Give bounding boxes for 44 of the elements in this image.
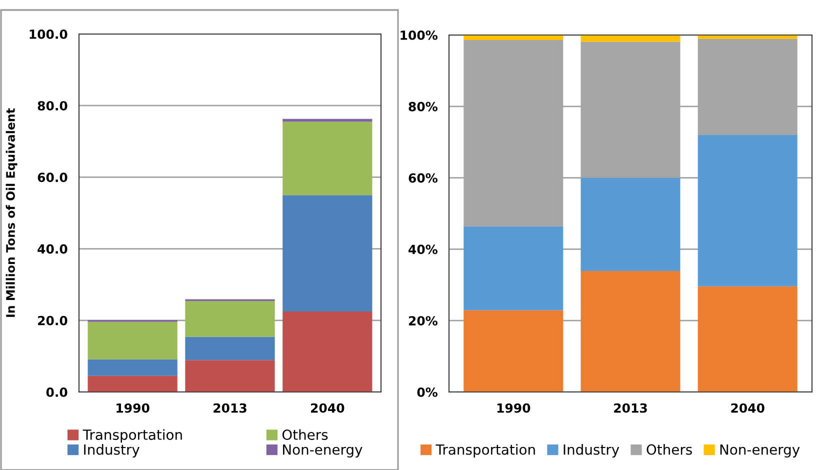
y-tick-label: 40% [408, 244, 438, 254]
bar [580, 178, 680, 271]
y-tick-label: 60.0 [38, 172, 68, 182]
bar [698, 134, 798, 286]
bar [698, 286, 798, 392]
bar [464, 35, 564, 40]
legend-label: Transportation [82, 429, 182, 443]
y-tick-label: 0.0 [46, 387, 68, 397]
y-tick-label: 100.0 [30, 29, 68, 39]
bar [282, 122, 372, 196]
legend-label: Non-energy [283, 444, 362, 458]
y-tick-label: 0% [417, 387, 438, 397]
x-tick-label: 1990 [116, 403, 150, 413]
x-tick-label: 2013 [614, 403, 647, 413]
y-tick-label: 20.0 [38, 316, 68, 326]
y-tick-label: 40.0 [38, 244, 68, 254]
y-tick-label: 100% [400, 30, 438, 40]
legend-label: Others [282, 429, 328, 440]
y-axis-title: In Million Tons of Oil Equivalent [6, 108, 18, 317]
x-tick-label: 2040 [311, 403, 344, 413]
bar [580, 35, 680, 42]
bar [185, 360, 275, 392]
legend-label: Industry [84, 444, 140, 458]
bar [464, 226, 564, 310]
bar [464, 310, 564, 392]
legend-label: Non-energy [720, 444, 800, 458]
y-tick-label: 20% [408, 316, 438, 326]
legend-label: Others [646, 444, 692, 455]
x-tick-label: 2040 [731, 403, 764, 413]
bar [185, 336, 275, 360]
bar [88, 359, 178, 376]
legend-label: Transportation [436, 444, 535, 458]
x-tick-label: 2013 [214, 403, 246, 413]
bar [282, 195, 372, 312]
legend-label: Industry [564, 444, 620, 458]
bar [185, 301, 275, 337]
bar [88, 322, 178, 360]
y-tick-label: 60% [408, 173, 438, 183]
bar [282, 311, 372, 392]
bar [580, 270, 680, 392]
y-tick-label: 80.0 [38, 101, 68, 111]
y-tick-label: 80% [408, 102, 438, 112]
bar [88, 376, 178, 392]
x-tick-label: 1990 [497, 403, 530, 413]
